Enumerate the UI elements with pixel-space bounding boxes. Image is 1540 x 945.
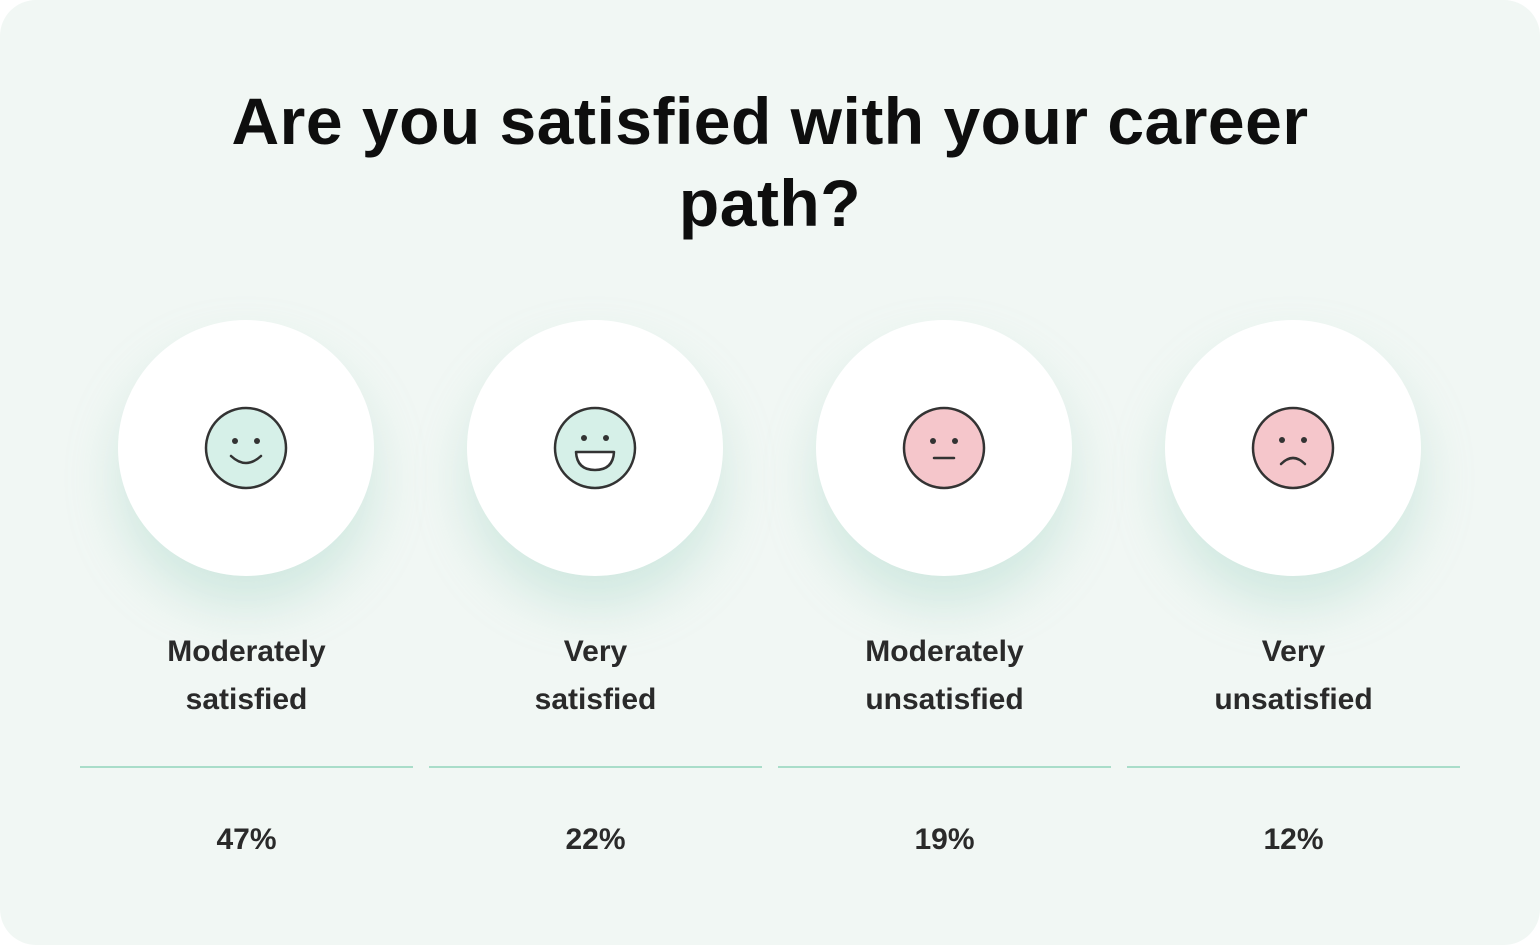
option-percentage: 19% (914, 823, 975, 856)
divider (1127, 766, 1460, 768)
grin-face-icon (553, 406, 637, 490)
option-label: Moderately unsatisfied (778, 628, 1111, 724)
option-label: Very satisfied (429, 628, 762, 724)
option-moderately-unsatisfied: Moderately unsatisfied 19% (778, 320, 1111, 880)
option-percentage: 47% (216, 823, 277, 856)
option-very-satisfied: Very satisfied 22% (429, 320, 762, 880)
option-label: Very unsatisfied (1127, 628, 1460, 724)
option-label-line1: Moderately (865, 635, 1024, 668)
option-label-line1: Moderately (167, 635, 326, 668)
option-percentage: 12% (1263, 823, 1324, 856)
option-label: Moderately satisfied (80, 628, 413, 724)
face-circle (816, 320, 1072, 576)
divider (429, 766, 762, 768)
option-label-line1: Very (1261, 635, 1326, 668)
frown-face-icon (1251, 406, 1335, 490)
option-label-line2: satisfied (185, 683, 308, 716)
slight-smile-face-icon (204, 406, 288, 490)
option-very-unsatisfied: Very unsatisfied 12% (1127, 320, 1460, 880)
face-circle (118, 320, 374, 576)
option-label-line2: unsatisfied (865, 683, 1024, 716)
face-circle (1165, 320, 1421, 576)
option-moderately-satisfied: Moderately satisfied 47% (80, 320, 413, 880)
divider (778, 766, 1111, 768)
divider (80, 766, 413, 768)
option-percentage: 22% (565, 823, 626, 856)
option-label-line2: satisfied (534, 683, 657, 716)
option-label-line1: Very (563, 635, 628, 668)
option-label-line2: unsatisfied (1214, 683, 1373, 716)
face-circle (467, 320, 723, 576)
neutral-face-icon (902, 406, 986, 490)
chart-title: Are you satisfied with your career path? (231, 84, 1309, 240)
